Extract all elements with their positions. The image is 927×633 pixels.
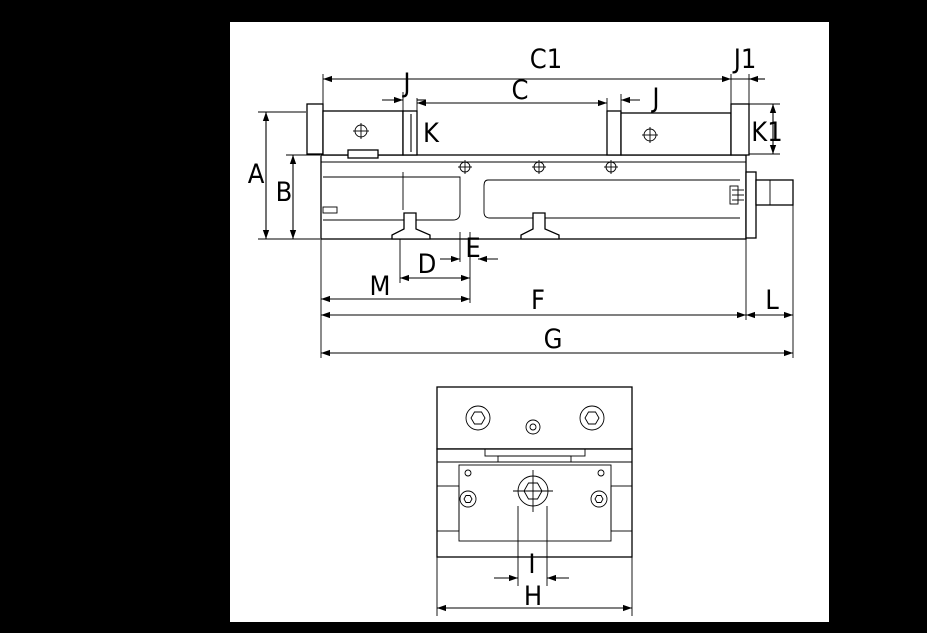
bolt-hole-icon [532,160,546,174]
screw-hole-icon [353,123,369,139]
dim-label-E: E [465,233,480,264]
dim-label-C1: C1 [530,44,562,75]
dim-label-D: D [418,249,437,280]
grease-nipple-icon [525,419,541,435]
foot [391,212,431,240]
fixed-jaw [322,110,404,156]
dim-label-J1: J1 [732,44,757,75]
dim-label-B: B [276,177,293,208]
dim-label-F: F [531,285,545,316]
side-view-dimensions: A B C1 C J J J1 K K1 D E M F L G [248,44,794,358]
foot [520,212,560,240]
lead-screw-icon [513,470,553,512]
bolt-hole-icon [604,160,618,174]
dim-label-J-left: J [401,68,410,99]
dim-label-K: K [423,118,440,149]
dim-label-H: H [524,581,542,612]
movable-jaw [606,110,622,156]
dim-label-I: I [528,549,535,580]
dim-label-A: A [248,159,265,190]
dim-label-G: G [544,324,563,355]
dim-label-K1: K1 [751,117,782,148]
hex-screw-icon [465,405,491,431]
dim-label-L: L [765,285,779,316]
hex-screw-icon [579,405,605,431]
hex-screw-icon [459,490,477,508]
dim-label-J-right: J [650,83,659,114]
bolt-hole-icon [458,160,472,174]
side-view [306,103,794,240]
dim-label-M: M [370,271,391,302]
hex-screw-icon [590,490,608,508]
fixed-jaw-plate [306,103,324,155]
screw-hole-icon [642,127,658,143]
dim-label-C: C [512,75,529,106]
end-view-dimensions: I H [436,549,633,616]
end-view [436,386,633,558]
